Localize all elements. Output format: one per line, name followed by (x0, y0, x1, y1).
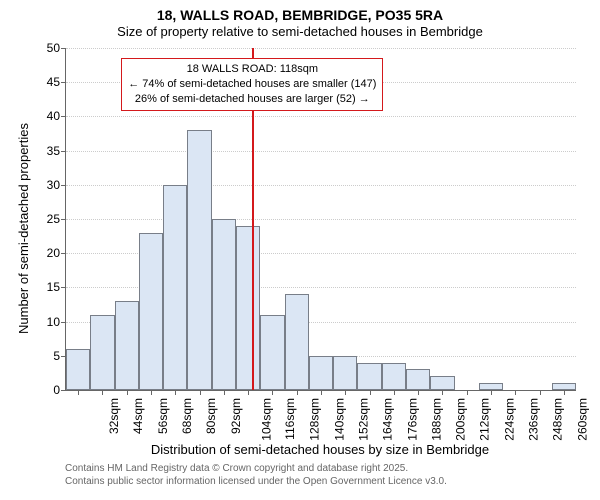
histogram-bar (357, 363, 381, 390)
x-tick-label: 200sqm (454, 398, 468, 441)
histogram-bar (236, 226, 260, 390)
histogram-bar (406, 369, 430, 390)
histogram-bar (285, 294, 309, 390)
histogram-bar (260, 315, 284, 390)
x-tick-label: 236sqm (527, 398, 541, 441)
x-tick-mark (248, 390, 249, 395)
x-tick-mark (564, 390, 565, 395)
x-tick-label: 68sqm (180, 398, 194, 434)
x-tick-label: 116sqm (283, 398, 297, 440)
chart-subtitle: Size of property relative to semi-detach… (0, 24, 600, 41)
x-tick-label: 248sqm (551, 398, 565, 441)
x-tick-mark (297, 390, 298, 395)
histogram-bar (212, 219, 236, 390)
x-tick-label: 152sqm (357, 398, 371, 441)
x-tick-mark (418, 390, 419, 395)
x-tick-mark (394, 390, 395, 395)
x-tick-label: 56sqm (156, 398, 170, 434)
histogram-bar (187, 130, 211, 390)
y-tick-label: 20 (47, 246, 66, 260)
plot-area: 0510152025303540455032sqm44sqm56sqm68sqm… (65, 48, 576, 391)
y-tick-label: 15 (47, 280, 66, 294)
x-tick-label: 260sqm (575, 398, 589, 441)
x-tick-mark (345, 390, 346, 395)
annotation-line-2: ← 74% of semi-detached houses are smalle… (128, 77, 376, 92)
histogram-bar (430, 376, 454, 390)
x-tick-mark (442, 390, 443, 395)
x-tick-mark (78, 390, 79, 395)
grid-line (66, 219, 576, 220)
annotation-box: 18 WALLS ROAD: 118sqm← 74% of semi-detac… (121, 58, 383, 111)
histogram-bar (163, 185, 187, 390)
x-tick-mark (151, 390, 152, 395)
y-tick-label: 25 (47, 212, 66, 226)
x-tick-mark (175, 390, 176, 395)
x-tick-mark (370, 390, 371, 395)
x-tick-label: 92sqm (229, 398, 243, 434)
x-tick-label: 176sqm (405, 398, 419, 441)
y-tick-label: 45 (47, 75, 66, 89)
x-tick-label: 128sqm (308, 398, 322, 441)
x-tick-mark (515, 390, 516, 395)
x-tick-mark (540, 390, 541, 395)
histogram-bar (333, 356, 357, 390)
x-tick-label: 224sqm (502, 398, 516, 441)
x-tick-label: 32sqm (107, 398, 121, 434)
y-tick-label: 50 (47, 41, 66, 55)
x-tick-mark (127, 390, 128, 395)
x-tick-label: 104sqm (260, 398, 274, 441)
x-tick-mark (224, 390, 225, 395)
x-tick-mark (467, 390, 468, 395)
histogram-bar (552, 383, 576, 390)
x-tick-mark (272, 390, 273, 395)
x-tick-label: 44sqm (131, 398, 145, 434)
chart-title: 18, WALLS ROAD, BEMBRIDGE, PO35 5RA (0, 0, 600, 24)
grid-line (66, 116, 576, 117)
y-tick-label: 35 (47, 144, 66, 158)
histogram-bar (90, 315, 114, 390)
y-axis-label: Number of semi-detached properties (16, 123, 31, 334)
x-axis-label: Distribution of semi-detached houses by … (65, 442, 575, 457)
histogram-bar (479, 383, 503, 390)
histogram-bar (66, 349, 90, 390)
histogram-bar (382, 363, 406, 390)
histogram-bar (139, 233, 163, 390)
chart-footer: Contains HM Land Registry data © Crown c… (65, 462, 447, 488)
y-tick-label: 0 (53, 383, 66, 397)
footer-line-2: Contains public sector information licen… (65, 475, 447, 488)
grid-line (66, 48, 576, 49)
x-tick-label: 164sqm (381, 398, 395, 441)
x-tick-mark (321, 390, 322, 395)
grid-line (66, 185, 576, 186)
y-tick-label: 5 (53, 349, 66, 363)
histogram-bar (309, 356, 333, 390)
x-tick-mark (491, 390, 492, 395)
grid-line (66, 151, 576, 152)
x-tick-label: 188sqm (430, 398, 444, 441)
y-tick-label: 10 (47, 315, 66, 329)
histogram-bar (115, 301, 139, 390)
annotation-line-1: 18 WALLS ROAD: 118sqm (128, 62, 376, 77)
chart-container: 18, WALLS ROAD, BEMBRIDGE, PO35 5RA Size… (0, 0, 600, 500)
y-tick-label: 30 (47, 178, 66, 192)
x-tick-label: 212sqm (478, 398, 492, 441)
y-tick-label: 40 (47, 109, 66, 123)
x-tick-mark (102, 390, 103, 395)
annotation-line-3: 26% of semi-detached houses are larger (… (128, 92, 376, 107)
x-tick-label: 80sqm (204, 398, 218, 434)
footer-line-1: Contains HM Land Registry data © Crown c… (65, 462, 447, 475)
x-tick-label: 140sqm (332, 398, 346, 441)
x-tick-mark (200, 390, 201, 395)
